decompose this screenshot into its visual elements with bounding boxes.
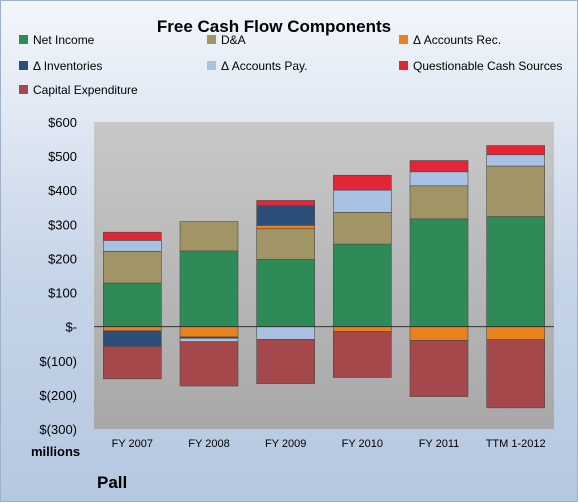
bar-segment <box>256 259 315 327</box>
y-tick-label: $(300) <box>39 422 77 437</box>
bar-segment <box>103 282 162 327</box>
legend-label: Δ Accounts Rec. <box>413 33 501 47</box>
bar-segment <box>256 326 315 340</box>
bar-segment <box>103 240 162 252</box>
legend-label: Questionable Cash Sources <box>413 59 562 73</box>
y-tick-label: $600 <box>48 115 77 130</box>
bar-segment <box>486 326 545 340</box>
bar-segment <box>409 160 469 173</box>
bar-segment <box>103 330 162 347</box>
plot-area <box>94 122 554 429</box>
x-tick-label: FY 2007 <box>112 438 153 450</box>
y-tick-label: $500 <box>48 149 77 164</box>
legend-swatch <box>399 35 408 44</box>
x-tick-label: FY 2011 <box>419 438 460 450</box>
bar-segment <box>409 218 469 327</box>
bar-segment <box>179 341 239 387</box>
bar-segment <box>486 145 545 156</box>
bar-segment <box>256 225 315 230</box>
bar-segment <box>256 205 315 226</box>
y-axis: $(300) $(200) $(100) $- $100 $200 $300 $400 $500… <box>39 115 77 437</box>
y-tick-label: $300 <box>48 217 77 232</box>
bar-segment <box>333 243 392 327</box>
bar-segment <box>179 221 239 252</box>
y-tick-label: $(100) <box>39 354 77 369</box>
legend: Net Income D&A Δ Accounts Rec. Δ Inventorie… <box>19 33 562 97</box>
x-tick-label: TTM 1-2012 <box>486 438 546 450</box>
bar-segment <box>179 337 239 342</box>
chart-title: Free Cash Flow Components <box>157 17 391 36</box>
bar-segment <box>333 331 392 378</box>
y-tick-label: $400 <box>48 183 77 198</box>
bar-segment <box>179 250 239 327</box>
y-tick-label: $- <box>65 320 77 335</box>
bar-segment <box>486 339 545 409</box>
bar-segment <box>333 174 392 191</box>
bar-segment <box>103 346 162 380</box>
legend-label: Δ Accounts Pay. <box>221 59 308 73</box>
legend-label: Net Income <box>33 33 95 47</box>
bar-segment <box>486 165 545 217</box>
legend-swatch <box>207 35 216 44</box>
bar-segment <box>103 250 162 284</box>
y-tick-label: $200 <box>48 251 77 266</box>
legend-label: Capital Expenditure <box>33 83 138 97</box>
x-axis: FY 2007 FY 2008 FY 2009 FY 2010 FY 2011 TTM 1… <box>112 438 546 450</box>
legend-swatch <box>399 61 408 70</box>
unit-label: millions <box>31 444 80 459</box>
y-tick-label: $100 <box>48 286 77 301</box>
bar-segment <box>409 171 469 187</box>
legend-swatch <box>207 61 216 70</box>
x-tick-label: FY 2009 <box>265 438 306 450</box>
bar-segment <box>409 185 469 220</box>
bars <box>103 145 545 409</box>
legend-swatch <box>19 85 28 94</box>
bar-segment <box>486 154 545 167</box>
bar-segment <box>256 200 315 206</box>
bar-segment <box>486 216 545 327</box>
y-tick-label: $(200) <box>39 388 77 403</box>
bar-segment <box>409 340 469 397</box>
bar-segment <box>409 326 469 341</box>
legend-swatch <box>19 35 28 44</box>
bar-segment <box>103 231 162 241</box>
company-name: Pall <box>97 473 127 492</box>
bar-segment <box>256 228 315 260</box>
legend-label: Δ Inventories <box>33 59 102 73</box>
bar-segment <box>333 212 392 245</box>
bar-segment <box>256 338 315 384</box>
x-tick-label: FY 2010 <box>342 438 383 450</box>
bar-segment <box>179 326 239 338</box>
bar-segment <box>333 189 392 213</box>
bar-segment <box>103 326 162 332</box>
legend-label: D&A <box>221 33 246 47</box>
bar-segment <box>333 326 392 332</box>
x-tick-label: FY 2008 <box>188 438 229 450</box>
legend-swatch <box>19 61 28 70</box>
